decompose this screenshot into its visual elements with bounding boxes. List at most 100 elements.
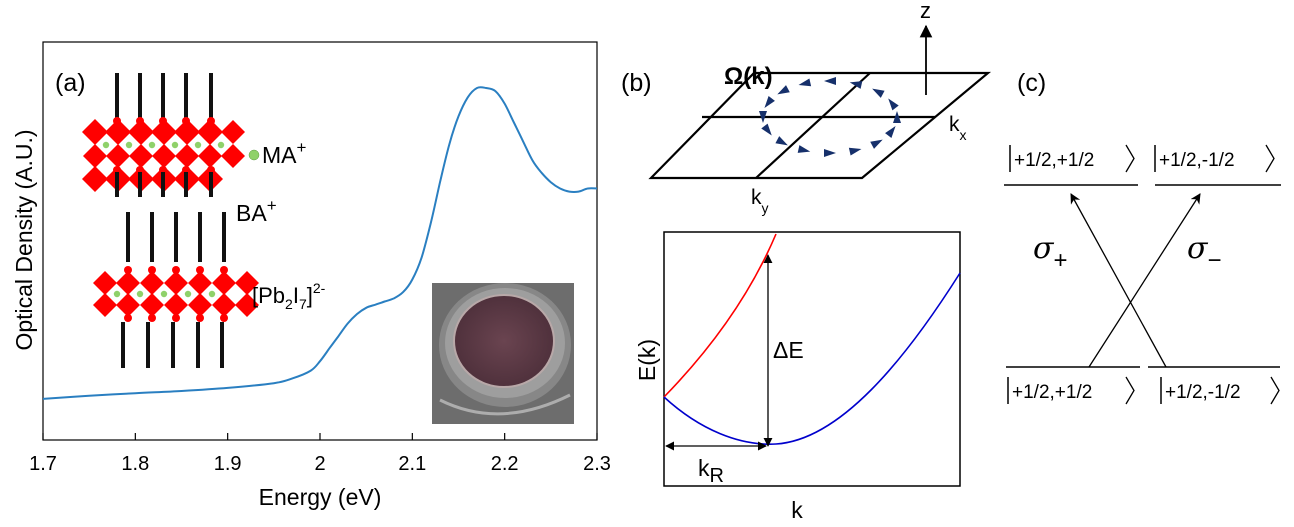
- iodide-atom: [182, 117, 190, 125]
- berry-curvature-arrows: [759, 77, 901, 157]
- kx-label: kx: [949, 113, 967, 143]
- lower-band-curve: [663, 272, 961, 445]
- octahedron: [175, 144, 199, 168]
- delta-e-label: ΔE: [773, 337, 804, 363]
- iodide-atom: [113, 117, 121, 125]
- curvature-arrow: [848, 147, 862, 156]
- ma-atom: [148, 141, 156, 149]
- iodide-atom: [207, 117, 215, 125]
- z-axis-label: z: [920, 0, 931, 23]
- ma-atom: [136, 290, 144, 298]
- panel-b-label: (b): [621, 69, 652, 97]
- iodide-atom: [124, 314, 132, 322]
- curvature-arrow: [797, 145, 811, 153]
- octahedron: [198, 144, 222, 168]
- k-space-plane: [648, 71, 992, 180]
- omega-label: Ω(k): [724, 63, 773, 90]
- panel-c-label: (c): [1017, 69, 1046, 97]
- ket-bottom-right: +1/2,-1/2: [1160, 376, 1280, 405]
- ma-atom: [217, 141, 225, 149]
- sigma-minus-symbol: σ: [1187, 231, 1209, 266]
- panel-a-y-axis-label: Optical Density (A.U.): [11, 129, 37, 350]
- octahedron: [212, 293, 236, 317]
- iodide-atom: [172, 314, 180, 322]
- ma-text: MA: [262, 142, 297, 168]
- panel-b: (b) z Ω(k) kx ky ΔE kR E(k) k: [621, 0, 992, 523]
- sigma-minus-transition-arrow: [1088, 193, 1201, 368]
- octahedron: [198, 120, 222, 144]
- ma-atom: [102, 141, 110, 149]
- octahedron: [83, 144, 107, 168]
- sigma-plus-label: σ+: [1033, 231, 1068, 274]
- ma-atom: [113, 290, 121, 298]
- octahedron: [164, 271, 188, 295]
- iodide-atom: [172, 266, 180, 274]
- kx-subscript: x: [960, 127, 967, 143]
- ket-top-left-text: +1/2,+1/2: [1014, 150, 1094, 171]
- iodide-atom: [196, 266, 204, 274]
- energy-axis-label: E(k): [634, 339, 660, 381]
- x-tick-label: 2.1: [398, 453, 426, 475]
- iodide-atom: [220, 314, 228, 322]
- curvature-arrow: [777, 85, 790, 95]
- ba-text: BA: [236, 200, 267, 226]
- octahedron: [188, 271, 212, 295]
- octahedron: [82, 166, 108, 192]
- ky-subscript: y: [762, 200, 769, 216]
- kr-label: kR: [698, 455, 724, 487]
- panel-c: (c) +1/2,+1/2 +1/2,-1/2 +1/2,+1/2 +1/2,-…: [1004, 69, 1281, 405]
- octahedron: [116, 293, 140, 317]
- x-tick-label: 1.8: [121, 453, 149, 475]
- sigma-minus-label: σ−: [1187, 231, 1222, 274]
- curvature-arrow: [885, 126, 896, 138]
- curvature-arrow: [888, 98, 899, 111]
- iodide-atom: [148, 266, 156, 274]
- ket-bottom-left: +1/2,+1/2: [1007, 376, 1135, 405]
- ket-bottom-right-text: +1/2,-1/2: [1165, 382, 1241, 403]
- ma-superscript: +: [297, 138, 307, 157]
- curvature-arrow: [849, 81, 863, 89]
- anion-superscript: 2-: [313, 280, 326, 296]
- band-diagram-frame: [663, 231, 961, 487]
- film-photo-inset: [432, 283, 574, 424]
- octahedron: [93, 271, 117, 295]
- octahedron: [175, 120, 199, 144]
- curvature-arrow: [775, 136, 788, 146]
- octahedron: [83, 120, 107, 144]
- iodide-atom: [159, 117, 167, 125]
- curvature-arrow: [870, 139, 883, 149]
- kr-subscript: R: [710, 465, 724, 487]
- sigma-minus-subscript: −: [1207, 247, 1221, 274]
- octahedron: [212, 271, 236, 295]
- octahedron: [140, 293, 164, 317]
- octahedron: [188, 293, 212, 317]
- k-axis-label: k: [791, 497, 803, 523]
- x-tick-label: 2.3: [583, 453, 611, 475]
- sigma-plus-symbol: σ: [1033, 231, 1055, 266]
- ket-bottom-left-text: +1/2,+1/2: [1012, 382, 1092, 403]
- octahedron: [235, 293, 259, 317]
- x-tick-label: 1.7: [29, 453, 57, 475]
- pb-open: [Pb: [252, 283, 285, 308]
- octahedron: [152, 144, 176, 168]
- perovskite-structure-diagram: [82, 73, 259, 368]
- pb-subscript: 2: [285, 296, 293, 312]
- curvature-arrow: [893, 111, 901, 123]
- ma-legend-dot: [248, 149, 260, 161]
- iodide-atom: [196, 314, 204, 322]
- pb2i7-anion-label: [Pb2I7]2-: [252, 280, 326, 312]
- ket-top-left: +1/2,+1/2: [1009, 144, 1135, 173]
- curvature-arrow: [824, 149, 836, 157]
- octahedron: [152, 120, 176, 144]
- iodide-atom: [148, 314, 156, 322]
- x-tick-label: 2: [314, 453, 325, 475]
- panel-a-x-ticks: [42, 433, 598, 440]
- octahedron: [221, 120, 245, 144]
- ky-text: k: [751, 186, 762, 209]
- ma-atom: [208, 290, 216, 298]
- curvature-arrow: [764, 96, 775, 108]
- curvature-arrow: [872, 88, 885, 98]
- octahedron: [93, 293, 117, 317]
- ky-label: ky: [751, 186, 769, 216]
- ma-atom: [125, 141, 133, 149]
